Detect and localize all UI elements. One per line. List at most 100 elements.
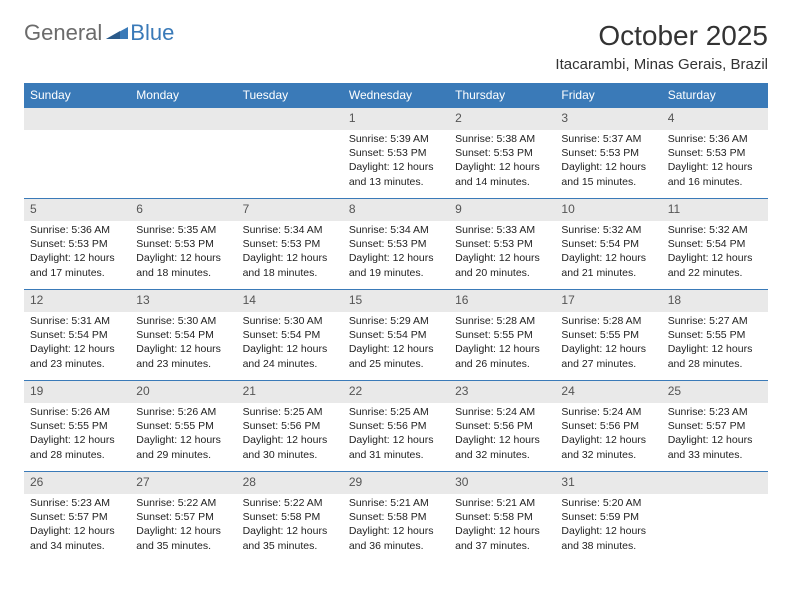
sunrise-line: Sunrise: 5:29 AM bbox=[349, 314, 443, 328]
daylight-line: Daylight: 12 hours and 25 minutes. bbox=[349, 342, 443, 370]
sunset-line: Sunset: 5:53 PM bbox=[30, 237, 124, 251]
daylight-line: Daylight: 12 hours and 35 minutes. bbox=[136, 524, 230, 552]
day-number-cell: 6 bbox=[130, 199, 236, 222]
daylight-line: Daylight: 12 hours and 33 minutes. bbox=[668, 433, 762, 461]
daylight-line: Daylight: 12 hours and 36 minutes. bbox=[349, 524, 443, 552]
daylight-line: Daylight: 12 hours and 29 minutes. bbox=[136, 433, 230, 461]
sunrise-line: Sunrise: 5:27 AM bbox=[668, 314, 762, 328]
day-data-cell: Sunrise: 5:27 AMSunset: 5:55 PMDaylight:… bbox=[662, 312, 768, 381]
day-data-row: Sunrise: 5:26 AMSunset: 5:55 PMDaylight:… bbox=[24, 403, 768, 472]
sunrise-line: Sunrise: 5:23 AM bbox=[30, 496, 124, 510]
sunset-line: Sunset: 5:59 PM bbox=[561, 510, 655, 524]
daylight-line: Daylight: 12 hours and 26 minutes. bbox=[455, 342, 549, 370]
day-data-cell: Sunrise: 5:32 AMSunset: 5:54 PMDaylight:… bbox=[555, 221, 661, 290]
day-number-cell: 29 bbox=[343, 472, 449, 495]
day-number-cell: 10 bbox=[555, 199, 661, 222]
sunset-line: Sunset: 5:53 PM bbox=[136, 237, 230, 251]
daylight-line: Daylight: 12 hours and 28 minutes. bbox=[30, 433, 124, 461]
sunset-line: Sunset: 5:57 PM bbox=[668, 419, 762, 433]
day-data-cell: Sunrise: 5:21 AMSunset: 5:58 PMDaylight:… bbox=[449, 494, 555, 562]
day-data-cell: Sunrise: 5:24 AMSunset: 5:56 PMDaylight:… bbox=[555, 403, 661, 472]
daylight-line: Daylight: 12 hours and 38 minutes. bbox=[561, 524, 655, 552]
day-data-cell: Sunrise: 5:26 AMSunset: 5:55 PMDaylight:… bbox=[24, 403, 130, 472]
sunrise-line: Sunrise: 5:31 AM bbox=[30, 314, 124, 328]
daylight-line: Daylight: 12 hours and 35 minutes. bbox=[243, 524, 337, 552]
day-number-cell: 21 bbox=[237, 381, 343, 404]
day-number-cell: 24 bbox=[555, 381, 661, 404]
sunset-line: Sunset: 5:55 PM bbox=[30, 419, 124, 433]
day-data-cell: Sunrise: 5:36 AMSunset: 5:53 PMDaylight:… bbox=[24, 221, 130, 290]
day-data-cell: Sunrise: 5:25 AMSunset: 5:56 PMDaylight:… bbox=[343, 403, 449, 472]
daylight-line: Daylight: 12 hours and 14 minutes. bbox=[455, 160, 549, 188]
daylight-line: Daylight: 12 hours and 16 minutes. bbox=[668, 160, 762, 188]
day-data-cell: Sunrise: 5:22 AMSunset: 5:58 PMDaylight:… bbox=[237, 494, 343, 562]
day-data-cell: Sunrise: 5:39 AMSunset: 5:53 PMDaylight:… bbox=[343, 130, 449, 199]
sunrise-line: Sunrise: 5:22 AM bbox=[243, 496, 337, 510]
sunset-line: Sunset: 5:56 PM bbox=[561, 419, 655, 433]
day-number-row: 1234 bbox=[24, 108, 768, 131]
day-data-cell: Sunrise: 5:30 AMSunset: 5:54 PMDaylight:… bbox=[237, 312, 343, 381]
weekday-header: Sunday bbox=[24, 83, 130, 108]
sunset-line: Sunset: 5:56 PM bbox=[349, 419, 443, 433]
sunrise-line: Sunrise: 5:21 AM bbox=[349, 496, 443, 510]
sunset-line: Sunset: 5:55 PM bbox=[136, 419, 230, 433]
daylight-line: Daylight: 12 hours and 32 minutes. bbox=[561, 433, 655, 461]
sunset-line: Sunset: 5:54 PM bbox=[561, 237, 655, 251]
day-number-cell: 5 bbox=[24, 199, 130, 222]
day-data-cell: Sunrise: 5:24 AMSunset: 5:56 PMDaylight:… bbox=[449, 403, 555, 472]
weekday-header: Tuesday bbox=[237, 83, 343, 108]
brand-part1: General bbox=[24, 20, 102, 46]
day-data-cell: Sunrise: 5:23 AMSunset: 5:57 PMDaylight:… bbox=[662, 403, 768, 472]
day-data-cell: Sunrise: 5:34 AMSunset: 5:53 PMDaylight:… bbox=[343, 221, 449, 290]
sunrise-line: Sunrise: 5:25 AM bbox=[243, 405, 337, 419]
weekday-header: Friday bbox=[555, 83, 661, 108]
day-data-cell: Sunrise: 5:34 AMSunset: 5:53 PMDaylight:… bbox=[237, 221, 343, 290]
day-data-row: Sunrise: 5:31 AMSunset: 5:54 PMDaylight:… bbox=[24, 312, 768, 381]
daylight-line: Daylight: 12 hours and 18 minutes. bbox=[136, 251, 230, 279]
day-data-cell: Sunrise: 5:21 AMSunset: 5:58 PMDaylight:… bbox=[343, 494, 449, 562]
day-number-cell: 22 bbox=[343, 381, 449, 404]
day-data-cell bbox=[237, 130, 343, 199]
day-number-cell bbox=[237, 108, 343, 131]
daylight-line: Daylight: 12 hours and 17 minutes. bbox=[30, 251, 124, 279]
daylight-line: Daylight: 12 hours and 20 minutes. bbox=[455, 251, 549, 279]
sunrise-line: Sunrise: 5:24 AM bbox=[561, 405, 655, 419]
location-text: Itacarambi, Minas Gerais, Brazil bbox=[555, 56, 768, 73]
sunrise-line: Sunrise: 5:28 AM bbox=[561, 314, 655, 328]
day-number-cell: 28 bbox=[237, 472, 343, 495]
day-data-cell: Sunrise: 5:37 AMSunset: 5:53 PMDaylight:… bbox=[555, 130, 661, 199]
day-number-row: 19202122232425 bbox=[24, 381, 768, 404]
day-data-cell: Sunrise: 5:35 AMSunset: 5:53 PMDaylight:… bbox=[130, 221, 236, 290]
day-data-cell: Sunrise: 5:33 AMSunset: 5:53 PMDaylight:… bbox=[449, 221, 555, 290]
daylight-line: Daylight: 12 hours and 27 minutes. bbox=[561, 342, 655, 370]
month-title: October 2025 bbox=[555, 20, 768, 52]
sunrise-line: Sunrise: 5:36 AM bbox=[668, 132, 762, 146]
daylight-line: Daylight: 12 hours and 23 minutes. bbox=[30, 342, 124, 370]
sunrise-line: Sunrise: 5:30 AM bbox=[243, 314, 337, 328]
sunrise-line: Sunrise: 5:26 AM bbox=[136, 405, 230, 419]
brand-logo: General Blue bbox=[24, 20, 174, 46]
calendar-body: 1234Sunrise: 5:39 AMSunset: 5:53 PMDayli… bbox=[24, 108, 768, 563]
sunset-line: Sunset: 5:54 PM bbox=[668, 237, 762, 251]
sunrise-line: Sunrise: 5:23 AM bbox=[668, 405, 762, 419]
day-number-cell: 15 bbox=[343, 290, 449, 313]
calendar-table: SundayMondayTuesdayWednesdayThursdayFrid… bbox=[24, 83, 768, 562]
sunrise-line: Sunrise: 5:20 AM bbox=[561, 496, 655, 510]
sunrise-line: Sunrise: 5:21 AM bbox=[455, 496, 549, 510]
sunset-line: Sunset: 5:58 PM bbox=[455, 510, 549, 524]
sunset-line: Sunset: 5:55 PM bbox=[455, 328, 549, 342]
day-number-cell: 26 bbox=[24, 472, 130, 495]
day-number-cell: 7 bbox=[237, 199, 343, 222]
sunset-line: Sunset: 5:53 PM bbox=[455, 146, 549, 160]
brand-part2: Blue bbox=[130, 20, 174, 46]
sunset-line: Sunset: 5:53 PM bbox=[561, 146, 655, 160]
daylight-line: Daylight: 12 hours and 18 minutes. bbox=[243, 251, 337, 279]
day-number-row: 12131415161718 bbox=[24, 290, 768, 313]
sunset-line: Sunset: 5:54 PM bbox=[349, 328, 443, 342]
day-number-cell: 9 bbox=[449, 199, 555, 222]
day-number-cell: 19 bbox=[24, 381, 130, 404]
day-number-cell bbox=[662, 472, 768, 495]
sunrise-line: Sunrise: 5:35 AM bbox=[136, 223, 230, 237]
day-data-cell: Sunrise: 5:22 AMSunset: 5:57 PMDaylight:… bbox=[130, 494, 236, 562]
day-data-cell: Sunrise: 5:30 AMSunset: 5:54 PMDaylight:… bbox=[130, 312, 236, 381]
